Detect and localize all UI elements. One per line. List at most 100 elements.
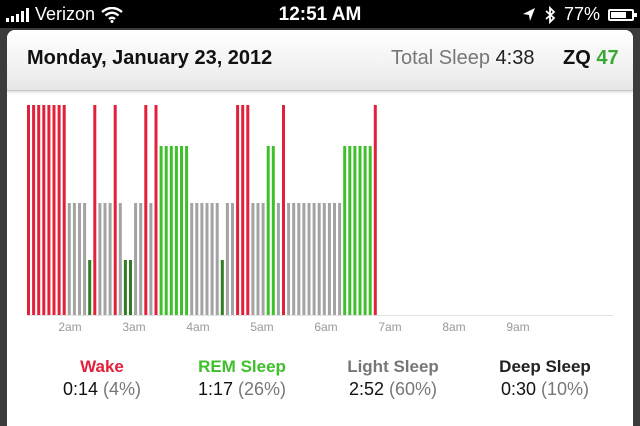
sleep-bar-deep [220, 260, 224, 315]
x-tick-label: 7am [378, 320, 401, 334]
sleep-bar-light [83, 203, 87, 315]
sleep-bar-light [149, 203, 153, 315]
sleep-bar-light [302, 203, 306, 315]
sleep-legend: Wake 0:14 (4%) REM Sleep 1:17 (26%) Ligh… [7, 350, 633, 420]
legend-light-label: Light Sleep [347, 357, 439, 376]
sleep-bar-rem [343, 146, 347, 315]
legend-wake-pct: (4%) [103, 379, 142, 399]
sleep-bar-wake [236, 105, 240, 315]
sleep-bar-wake [113, 105, 117, 315]
sleep-bar-wake [27, 105, 30, 315]
sleep-bar-light [327, 203, 331, 315]
total-sleep-value: 4:38 [495, 47, 535, 69]
legend-deep-pct: (10%) [541, 379, 590, 399]
sleep-bar-rem [180, 146, 183, 315]
sleep-bar-light [338, 203, 342, 315]
sleep-bar-rem [368, 146, 372, 315]
legend-rem-label: REM Sleep [198, 357, 286, 376]
sleep-bar-light [322, 203, 326, 315]
sleep-bar-rem [159, 146, 163, 315]
sleep-bar-wake [246, 105, 250, 315]
sleep-bar-deep [123, 260, 127, 315]
sleep-graph[interactable]: 2am 3am 4am 5am 6am 7am 8am 9am [7, 90, 633, 340]
battery-icon [608, 8, 637, 21]
sleep-bar-rem [353, 146, 357, 315]
sleep-bar-light [134, 203, 138, 315]
sleep-graph-svg: 2am 3am 4am 5am 6am 7am 8am 9am [27, 105, 613, 334]
carrier-name: Verizon [35, 4, 96, 24]
sleep-bar-light [307, 203, 311, 315]
sleep-bar-light [276, 203, 280, 315]
sleep-bar-rem [174, 146, 178, 315]
total-sleep: Total Sleep 4:38 [391, 47, 534, 70]
x-tick-label: 8am [442, 320, 465, 334]
x-tick-label: 5am [250, 320, 273, 334]
sleep-header: Monday, January 23, 2012 Total Sleep 4:3… [7, 30, 633, 91]
sleep-bar-light [256, 203, 260, 315]
legend-deep-label: Deep Sleep [499, 357, 591, 376]
sleep-bar-rem [164, 146, 168, 315]
sleep-bar-wake [154, 105, 158, 315]
legend-light: Light Sleep 2:52 (60%) [323, 357, 463, 400]
sleep-bar-light [231, 203, 234, 315]
sleep-bar-light [225, 203, 229, 315]
sleep-bar-wake [282, 105, 285, 315]
sleep-bar-rem [363, 146, 367, 315]
status-left: Verizon [6, 4, 123, 25]
sleep-bar-light [297, 203, 301, 315]
sleep-bar-wake [47, 105, 51, 315]
status-bar: Verizon 12:51 AM 77% [0, 0, 640, 28]
zq-score: ZQ 47 [563, 47, 619, 70]
sleep-bar-rem [266, 146, 270, 315]
sleep-bar-light [287, 203, 291, 315]
sleep-bar-light [78, 203, 81, 315]
clock: 12:51 AM [278, 4, 362, 25]
sleep-bar-wake [144, 105, 148, 315]
sleep-bar-light [103, 203, 107, 315]
sleep-bar-light [118, 203, 122, 315]
sleep-bar-deep [88, 260, 92, 315]
sleep-bar-light [210, 203, 214, 315]
legend-light-time: 2:52 [348, 379, 384, 399]
legend-rem-pct: (26%) [238, 379, 287, 399]
x-tick-label: 4am [186, 320, 209, 334]
bluetooth-icon [545, 5, 556, 24]
zq-label: ZQ [563, 47, 591, 69]
night-date: Monday, January 23, 2012 [27, 47, 273, 69]
sleep-bar-wake [57, 105, 61, 315]
sleep-bar-light [251, 203, 255, 315]
x-tick-label: 6am [314, 320, 337, 334]
sleep-bar-light [292, 203, 296, 315]
x-tick-label: 9am [506, 320, 529, 334]
status-right: 77% [522, 4, 637, 25]
sleep-bar-rem [169, 146, 173, 315]
x-tick-label: 2am [58, 320, 81, 334]
legend-deep-time: 0:30 [500, 379, 536, 399]
legend-wake-label: Wake [80, 357, 124, 376]
sleep-bar-rem [185, 146, 189, 315]
legend-deep: Deep Sleep 0:30 (10%) [475, 357, 615, 400]
sleep-bar-light [67, 203, 71, 315]
sleep-bar-light [190, 203, 194, 315]
legend-wake-time: 0:14 [62, 379, 98, 399]
x-tick-label: 3am [122, 320, 145, 334]
sleep-bar-wake [241, 105, 245, 315]
legend-rem: REM Sleep 1:17 (26%) [172, 357, 312, 400]
sleep-bar-rem [358, 146, 362, 315]
sleep-bar-wake [32, 105, 36, 315]
sleep-bar-light [200, 203, 204, 315]
sleep-bar-rem [348, 146, 352, 315]
sleep-bar-light [108, 203, 112, 315]
sleep-bar-wake [52, 105, 56, 315]
battery-percent: 77% [563, 4, 600, 24]
zq-value: 47 [596, 47, 619, 69]
wifi-icon [101, 6, 123, 23]
sleep-bar-light [98, 203, 102, 315]
location-arrow-icon [522, 7, 535, 21]
sleep-bar-light [312, 203, 316, 315]
legend-wake: Wake 0:14 (4%) [32, 357, 172, 400]
sleep-bar-light [333, 203, 336, 315]
sleep-bar-wake [42, 105, 46, 315]
sleep-bar-light [215, 203, 219, 315]
sleep-bar-light [261, 203, 265, 315]
